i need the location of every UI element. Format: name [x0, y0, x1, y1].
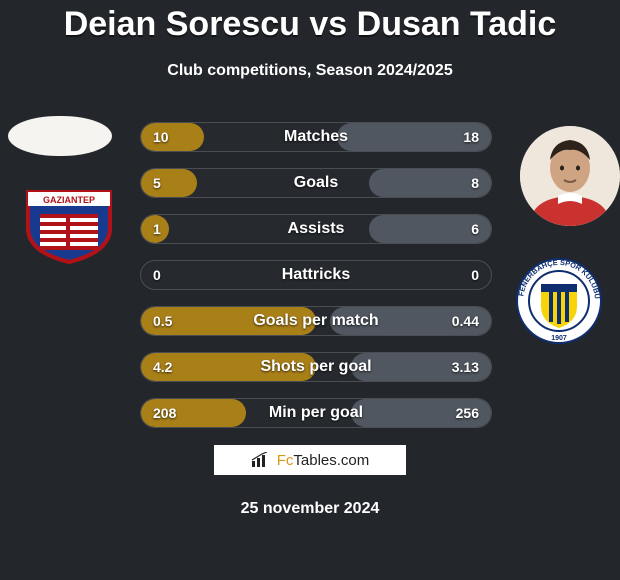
bar-row: Matches1018 [140, 122, 492, 152]
bar-fill-left [141, 169, 197, 197]
bar-fill-right [330, 307, 491, 335]
bar-row: Goals58 [140, 168, 492, 198]
bar-label: Hattricks [141, 261, 491, 289]
brand-suffix: Tables.com [293, 452, 369, 469]
brand-badge: FcTables.com [214, 445, 406, 475]
shield-icon: GAZIANTEP [22, 178, 116, 264]
chart-icon [251, 452, 271, 468]
bar-row: Assists16 [140, 214, 492, 244]
svg-text:GAZIANTEP: GAZIANTEP [43, 195, 95, 205]
bar-value-left: 0 [153, 261, 161, 289]
club-left-crest: GAZIANTEP [22, 178, 116, 264]
crest-icon: FENERBAHÇE SPOR KULÜBÜ 1907 [516, 258, 602, 344]
bar-fill-right [351, 399, 491, 427]
comparison-bars: Matches1018 Goals58 Assists16 Hattricks0 0 Go… [140, 122, 492, 444]
bar-row: Hattricks0 0 [140, 260, 492, 290]
bar-value-right: 0 [471, 261, 479, 289]
bar-fill-right [337, 123, 491, 151]
bar-row: Min per goal208256 [140, 398, 492, 428]
bar-fill-right [369, 169, 492, 197]
svg-text:1907: 1907 [551, 335, 567, 342]
bar-row: Shots per goal4.23.13 [140, 352, 492, 382]
page-subtitle: Club competitions, Season 2024/2025 [0, 62, 620, 80]
club-right-crest: FENERBAHÇE SPOR KULÜBÜ 1907 [516, 258, 602, 344]
brand-prefix: Fc [277, 452, 294, 469]
bar-fill-right [369, 215, 492, 243]
bar-fill-left [141, 307, 316, 335]
player-left-avatar [8, 116, 112, 156]
bar-fill-left [141, 353, 316, 381]
bar-fill-left [141, 123, 204, 151]
footer-date: 25 november 2024 [0, 500, 620, 518]
page: Deian Sorescu vs Dusan Tadic Club compet… [0, 0, 620, 580]
bar-fill-left [141, 399, 246, 427]
bar-fill-left [141, 215, 169, 243]
avatar-icon [520, 126, 620, 226]
bar-fill-right [351, 353, 491, 381]
bar-row: Goals per match0.50.44 [140, 306, 492, 336]
player-right-avatar [520, 126, 620, 226]
brand-text: FcTables.com [277, 452, 370, 469]
page-title: Deian Sorescu vs Dusan Tadic [0, 5, 620, 44]
